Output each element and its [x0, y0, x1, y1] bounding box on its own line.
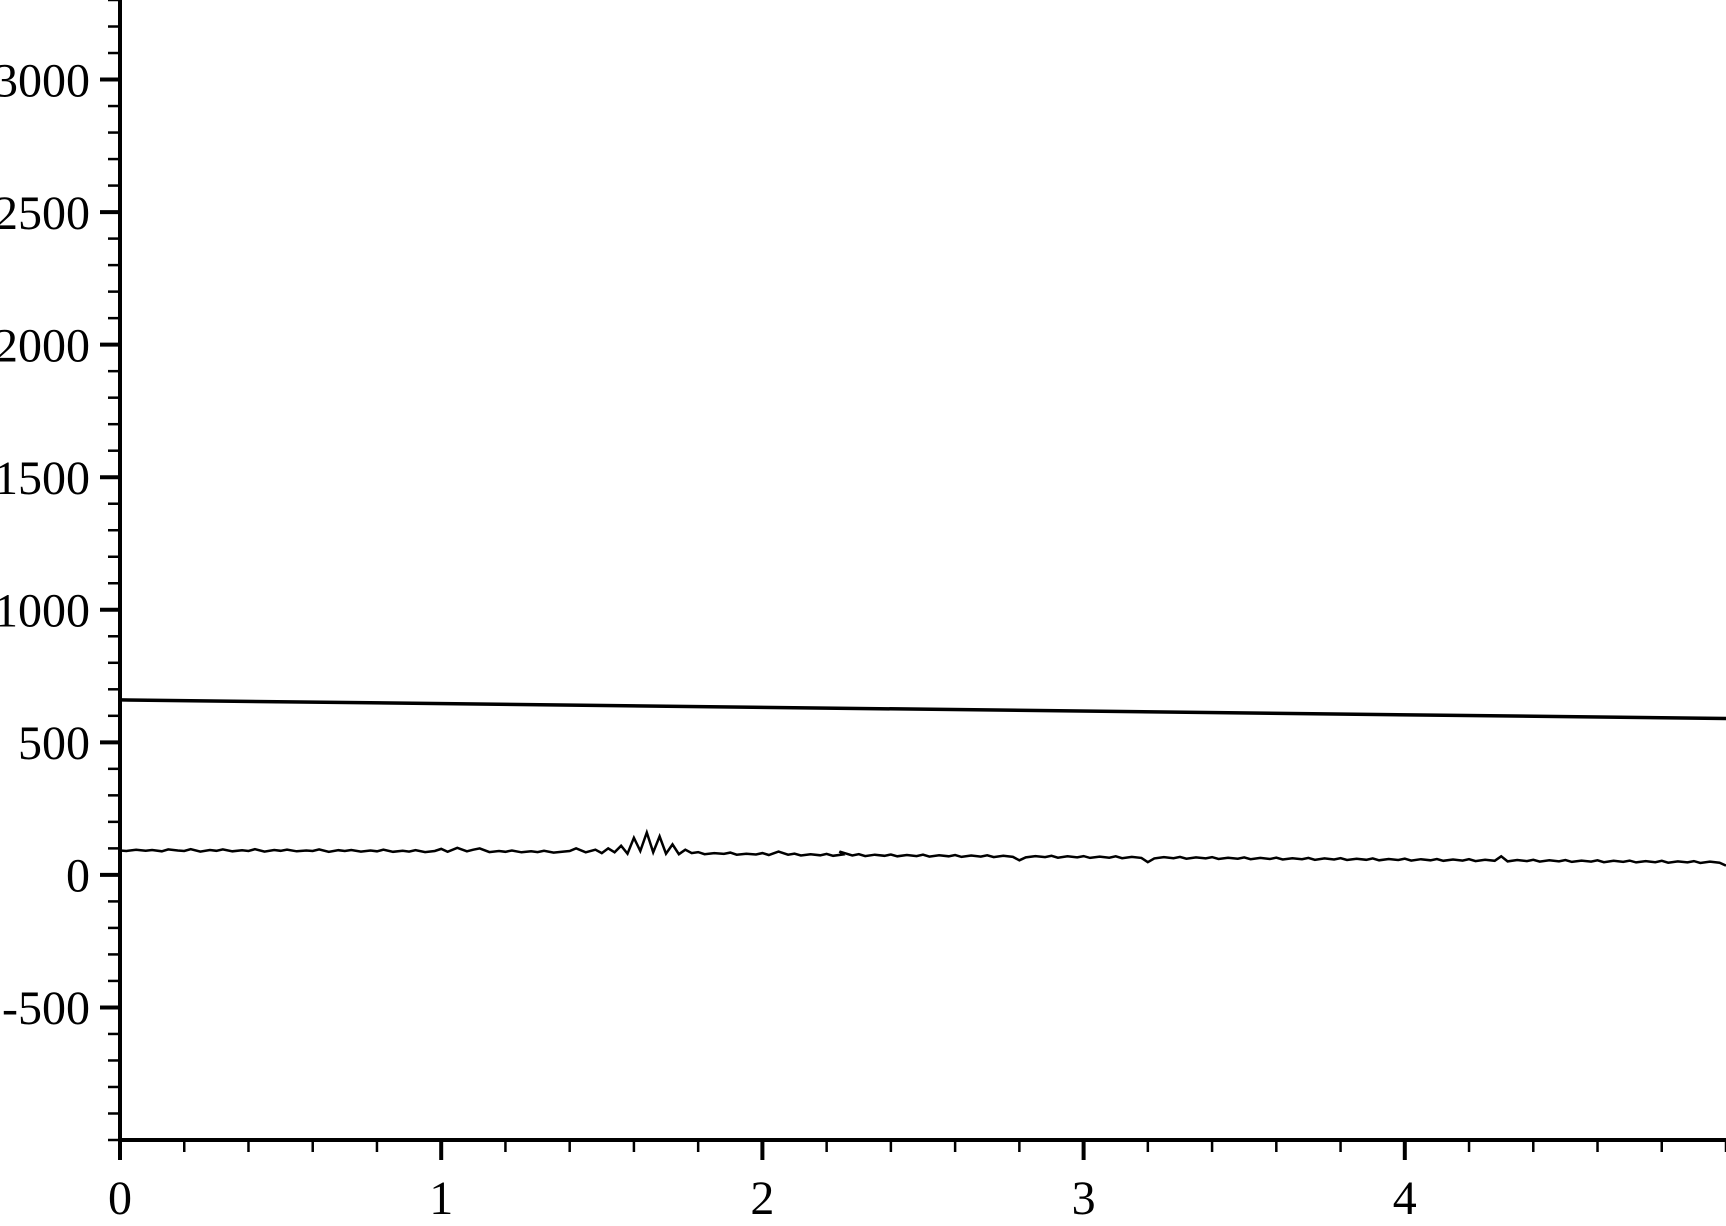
x-tick-label: 2: [750, 1172, 774, 1225]
x-tick-label: 0: [108, 1172, 132, 1225]
chart-svg: -500 0 500 1000 1500 2000 2500 3000 0 1 2 3 4: [0, 0, 1726, 1226]
y-tick-label: 2500: [0, 187, 90, 240]
y-tick-label: 2000: [0, 319, 90, 372]
y-tick-label: 500: [18, 717, 90, 770]
x-tick-label: 3: [1072, 1172, 1096, 1225]
x-tick-label: 1: [429, 1172, 453, 1225]
y-tick-label: 3000: [0, 54, 90, 107]
x-tick-label: 4: [1393, 1172, 1417, 1225]
series-upper_line: [120, 700, 1726, 719]
series-lower_baseline: [120, 833, 1726, 866]
y-tick-label: -500: [2, 982, 90, 1035]
y-tick-label: 1500: [0, 452, 90, 505]
y-tick-label: 1000: [0, 585, 90, 638]
y-tick-label: 0: [66, 850, 90, 903]
chart-container: -500 0 500 1000 1500 2000 2500 3000 0 1 2 3 4: [0, 0, 1726, 1226]
